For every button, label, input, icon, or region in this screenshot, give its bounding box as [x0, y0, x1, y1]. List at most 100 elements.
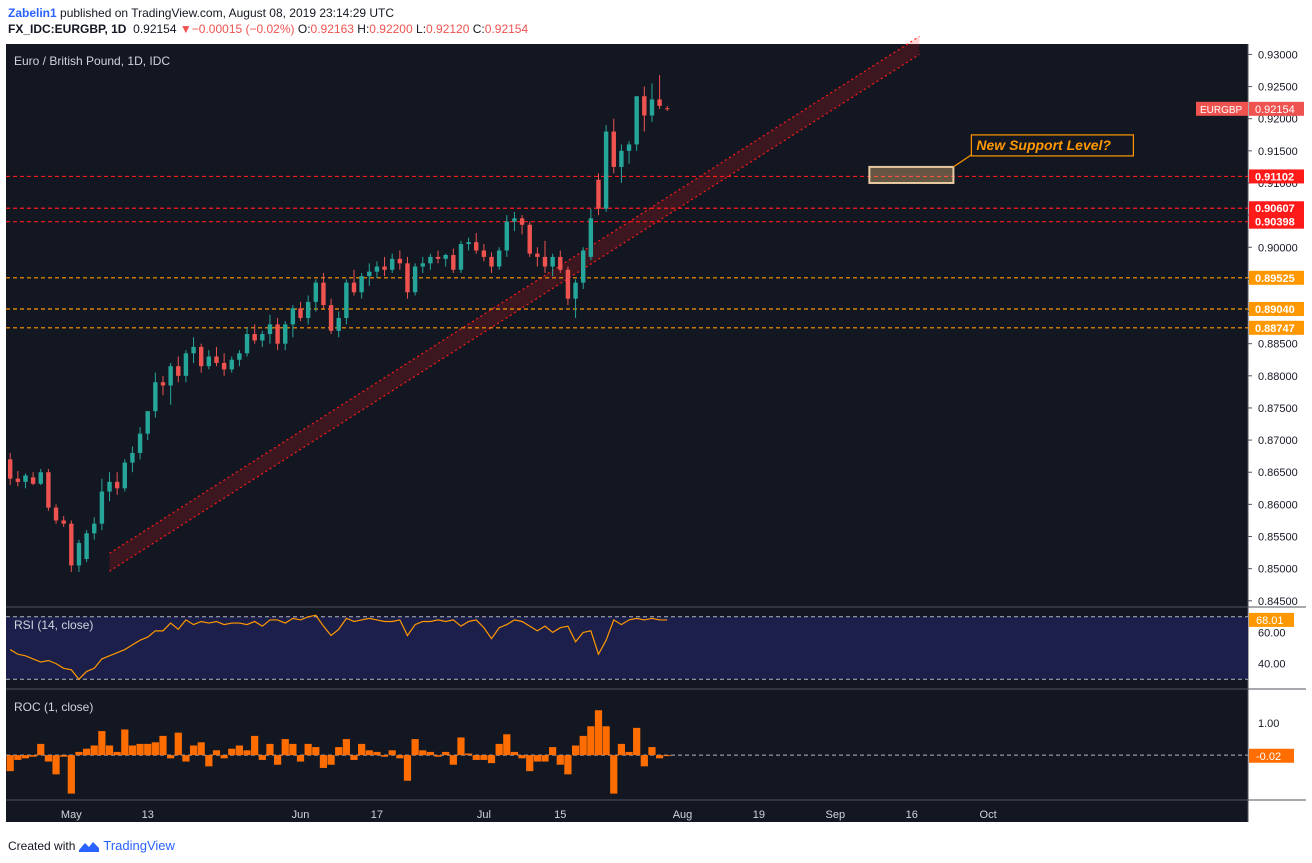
level-label-bg [1249, 301, 1304, 316]
candle-body [275, 324, 280, 344]
candle-body [53, 507, 59, 521]
candle-body [46, 472, 51, 508]
channel-lower-line [109, 53, 920, 572]
high-value: 0.92200 [369, 22, 413, 36]
time-axis: May 13 Jun 17 Jul 15 Aug 19 Sep 16 Oct [6, 799, 1306, 821]
publisher-name[interactable]: Zabelin1 [8, 6, 57, 20]
close-value: 0.92154 [484, 22, 529, 36]
roc-bar [212, 750, 221, 756]
price-tick-label: 0.86000 [1258, 499, 1298, 511]
candle-body [603, 131, 609, 209]
roc-bar [228, 748, 236, 756]
roc-bar [113, 751, 121, 756]
channel-upper-line [109, 35, 920, 554]
level-label: 0.90398 [1255, 217, 1295, 229]
roc-bar [189, 745, 198, 756]
rsi-last-label-bg [1249, 612, 1294, 627]
symbol-tag-bg [1196, 101, 1248, 116]
roc-bar [556, 755, 564, 765]
candle-body [252, 334, 257, 341]
roc-bar [419, 750, 427, 756]
roc-bar [174, 732, 182, 756]
candle-body [15, 478, 21, 482]
roc-bar [44, 755, 52, 762]
candle-body [153, 382, 158, 412]
roc-bar [29, 755, 37, 757]
candle-body [412, 266, 418, 293]
main-title: Euro / British Pound, 1D, IDC [14, 54, 170, 68]
candle-body [367, 271, 372, 277]
footer: Created with TradingView [8, 838, 175, 853]
price-tick-label: 0.93000 [1258, 49, 1298, 61]
candle-body [107, 481, 112, 492]
time-tick-label: 13 [142, 809, 154, 821]
candle-body [122, 462, 127, 489]
candle-body [76, 542, 82, 566]
candle-body [344, 282, 349, 318]
price-tick-label: 0.87000 [1258, 435, 1298, 447]
chart-background [6, 44, 1248, 822]
rsi-pane: 60.00 40.00 68.01 [6, 612, 1294, 681]
footer-brand[interactable]: TradingView [103, 838, 175, 853]
roc-bar [610, 755, 618, 794]
last-price: 0.92154 [133, 22, 177, 36]
candle-body [359, 276, 364, 293]
roc-last-label-bg [1249, 748, 1294, 763]
roc-bar [136, 743, 144, 756]
roc-bar [510, 751, 519, 756]
candle-body [611, 131, 616, 167]
roc-bar [327, 755, 335, 765]
roc-bar [67, 755, 75, 794]
candle-body [481, 250, 487, 257]
last-price-label: 0.92154 [1255, 104, 1295, 116]
roc-bar [617, 743, 625, 756]
candle-body [519, 218, 525, 225]
level-label-bg [1249, 214, 1304, 229]
roc-bar [60, 755, 68, 757]
callout-pointer [953, 154, 972, 168]
roc-bar [518, 755, 526, 759]
ohlc-line: FX_IDC:EURGBP, 1D 0.92154 ▼−0.00015 (−0.… [8, 22, 528, 36]
candle-body [581, 250, 586, 283]
candle-body [99, 491, 105, 524]
candle-body [512, 218, 517, 222]
channel-fill [109, 36, 920, 572]
roc-bar [465, 753, 473, 756]
low-value: 0.92120 [426, 22, 470, 36]
roc-tick-label: 1.00 [1258, 718, 1279, 730]
roc-bar [6, 755, 14, 772]
candle-body [458, 244, 464, 270]
roc-bar [403, 755, 412, 781]
candle-body [23, 475, 28, 482]
roc-bar [457, 737, 465, 756]
roc-bar [243, 750, 251, 756]
roc-bar [304, 743, 312, 756]
roc-bar [480, 755, 488, 760]
roc-bar [319, 755, 328, 768]
time-tick-label: Jun [292, 809, 310, 821]
roc-bar [151, 742, 159, 756]
candle-body [496, 250, 502, 267]
candle-body [69, 523, 74, 566]
candle-body [451, 254, 456, 270]
time-tick-label: 17 [371, 809, 383, 821]
candle-body [596, 179, 601, 209]
roc-bar [648, 747, 656, 756]
candle-body [221, 362, 227, 370]
candle-body [435, 256, 441, 259]
roc-bar [274, 755, 282, 765]
support-zone-box [868, 165, 955, 184]
price-tick-label: 0.92000 [1258, 114, 1298, 126]
roc-last-label: -0.02 [1256, 751, 1281, 763]
candle-body [114, 481, 120, 489]
roc-bar [312, 747, 320, 756]
candle-body [573, 282, 578, 299]
roc-bar [220, 755, 228, 759]
candle-body [374, 266, 380, 272]
roc-bar [105, 745, 114, 756]
roc-bar [426, 751, 434, 756]
candle-body [267, 324, 273, 335]
candle-body [420, 263, 425, 267]
roc-bar [144, 743, 152, 756]
